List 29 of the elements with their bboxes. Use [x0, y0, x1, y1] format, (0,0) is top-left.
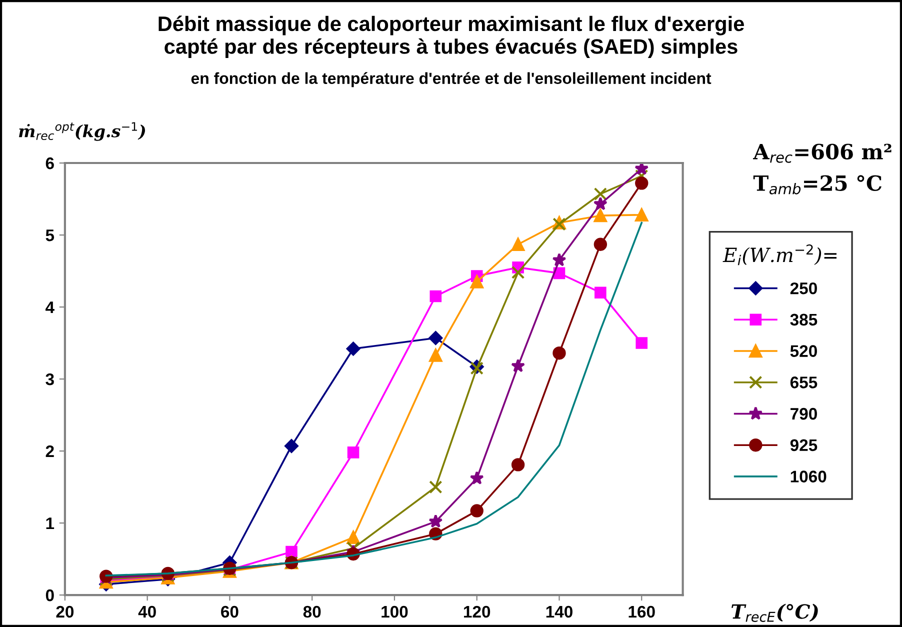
- legend-label: 250: [790, 282, 817, 294]
- x-tick-label: 160: [628, 606, 655, 618]
- legend-label: 520: [790, 345, 817, 357]
- legend-label: 790: [790, 408, 817, 420]
- legend-label: 385: [790, 314, 818, 326]
- y-tick-label: 3: [46, 373, 54, 386]
- y-tick-label: 2: [46, 445, 54, 458]
- y-tick-label: 4: [46, 302, 54, 314]
- x-tick-label: 120: [464, 606, 490, 618]
- text: T$_{amb}$=25 °C: [753, 175, 882, 194]
- y-axis-title: ṁ$_{rec}$$^{opt}$(kg.s$^{−1}$): [18, 122, 145, 141]
- text: A$_{rec}$=606 m²: [753, 144, 892, 163]
- x-tick-label: 60: [221, 606, 238, 618]
- x-tick-label: 140: [546, 606, 572, 618]
- legend-label: 655: [790, 376, 818, 388]
- x-tick-label: 80: [303, 606, 321, 618]
- x-tick-label: 20: [56, 606, 74, 618]
- chart-subtitle: en fonction de la température d'entrée et de l'ensoleillement incident: [191, 72, 712, 88]
- y-tick-label: 1: [46, 518, 54, 530]
- y-tick-label: 5: [46, 230, 54, 242]
- legend-label: 925: [790, 439, 818, 452]
- legend-title: E$_{i}$(W.m$^{−2}$)=: [722, 244, 836, 266]
- y-tick-label: 0: [46, 589, 54, 602]
- x-axis-title: T$_{recE}$(°C): [732, 604, 818, 622]
- chart-title: Débit massique de caloporteur maximisant le flux d'exergie capté par des récepteurs à tubes évacués (SAED) simples: [158, 16, 744, 58]
- legend-label: 1060: [790, 470, 826, 482]
- x-tick-label: 100: [382, 606, 408, 618]
- x-tick-label: 40: [138, 606, 156, 618]
- y-tick-label: 6: [46, 157, 54, 170]
